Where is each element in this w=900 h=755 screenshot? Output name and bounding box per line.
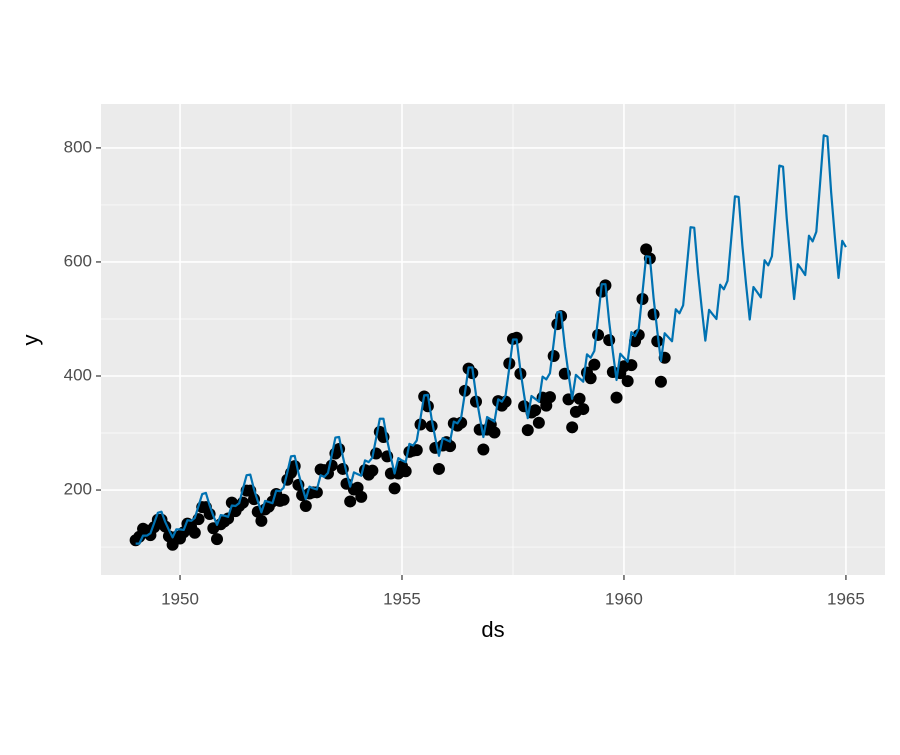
data-point <box>211 533 224 546</box>
y-axis-label: y <box>18 335 43 346</box>
data-point <box>325 459 338 472</box>
data-point <box>299 500 312 513</box>
data-point <box>651 335 664 348</box>
y-tick-label: 400 <box>64 365 92 384</box>
data-point <box>351 481 364 494</box>
data-point <box>399 465 412 478</box>
plot-panel <box>101 104 885 575</box>
data-point <box>543 391 556 404</box>
data-point <box>654 375 667 388</box>
data-point <box>603 334 616 347</box>
data-point <box>477 443 490 456</box>
data-point <box>432 462 445 475</box>
data-point <box>592 328 605 341</box>
data-point <box>577 403 590 416</box>
data-point <box>640 243 653 256</box>
data-point <box>566 421 579 434</box>
x-tick-label: 1965 <box>827 589 865 608</box>
data-point <box>388 482 401 495</box>
data-point <box>632 328 645 341</box>
data-point <box>584 372 597 385</box>
y-tick-label: 800 <box>64 137 92 156</box>
data-point <box>344 495 357 508</box>
data-point <box>455 416 468 429</box>
y-tick-label: 200 <box>64 480 92 499</box>
data-point <box>488 426 501 439</box>
x-tick-label: 1955 <box>383 589 421 608</box>
data-point <box>255 514 268 527</box>
y-tick-label: 600 <box>64 251 92 270</box>
x-axis-label: ds <box>481 617 504 642</box>
data-point <box>610 391 623 404</box>
data-point <box>277 493 290 506</box>
data-point <box>621 375 634 388</box>
data-point <box>355 490 368 503</box>
data-point <box>573 392 586 405</box>
data-point <box>647 308 660 321</box>
data-point <box>529 404 542 417</box>
forecast-line <box>135 134 847 545</box>
data-point <box>521 424 534 437</box>
data-point <box>410 444 423 457</box>
data-point <box>532 416 545 429</box>
data-point <box>366 464 379 477</box>
x-tick-label: 1950 <box>161 589 199 608</box>
data-point <box>444 440 457 453</box>
data-point <box>188 526 201 539</box>
x-tick-label: 1960 <box>605 589 643 608</box>
data-point <box>469 395 482 408</box>
data-point <box>588 358 601 371</box>
